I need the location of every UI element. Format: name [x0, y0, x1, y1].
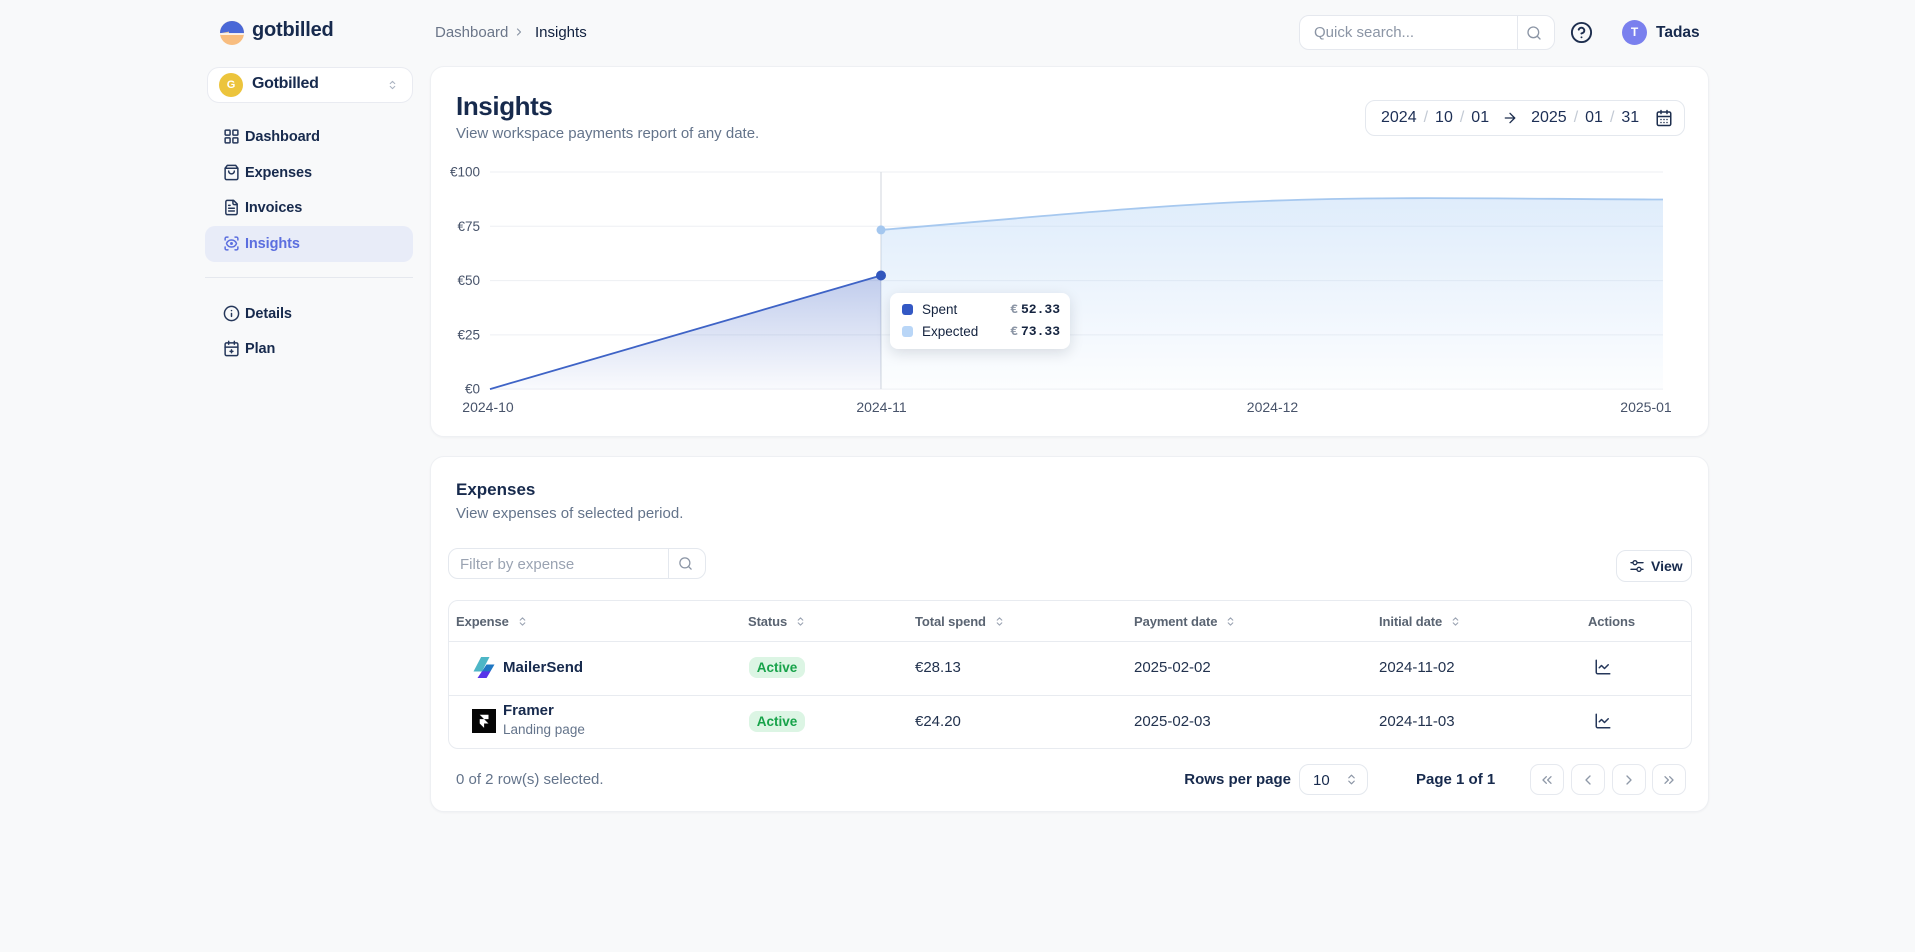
svg-text:2024-12: 2024-12 — [1247, 399, 1299, 415]
svg-text:€25: €25 — [457, 327, 480, 342]
svg-text:2024-11: 2024-11 — [856, 399, 907, 415]
svg-text:€75: €75 — [457, 219, 480, 234]
svg-text:2024-10: 2024-10 — [462, 399, 514, 415]
svg-text:€100: €100 — [450, 165, 480, 180]
svg-text:€50: €50 — [457, 273, 480, 288]
svg-text:2025-01: 2025-01 — [1620, 399, 1672, 415]
svg-text:€0: €0 — [465, 382, 480, 397]
